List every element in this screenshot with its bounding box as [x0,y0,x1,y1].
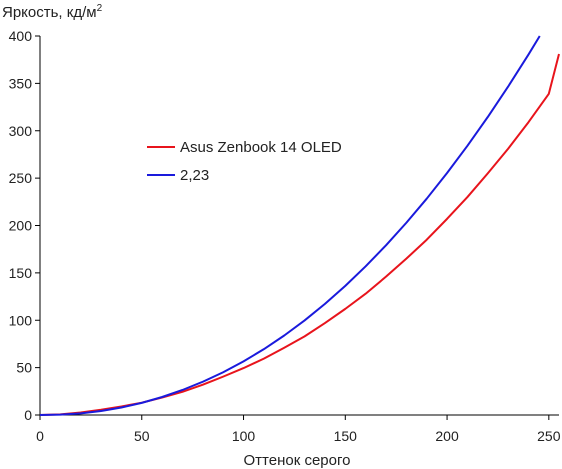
y-tick-label: 400 [9,28,33,44]
axes [39,36,559,416]
legend-label-asus: Asus Zenbook 14 OLED [180,139,342,156]
y-ticks: 0 50 100 150 200 250 300 350 400 [9,28,40,423]
y-tick-label: 50 [16,360,32,376]
series-line-gamma [39,35,541,416]
y-axis-label-superscript: 2 [97,3,103,14]
y-tick-label: 150 [9,265,33,281]
series-line-asus [39,53,560,416]
x-ticks: 0 50 100 150 200 250 [36,415,561,444]
y-tick-label: 250 [9,170,33,186]
x-axis-label: Оттенок серого [244,452,351,469]
legend: Asus Zenbook 14 OLED 2,23 [147,139,342,184]
y-tick-label: 300 [9,123,33,139]
x-tick-label: 200 [435,428,459,444]
x-tick-label: 0 [36,428,44,444]
legend-label-gamma: 2,23 [180,167,209,184]
y-tick-label: 0 [24,407,32,423]
x-tick-label: 250 [537,428,561,444]
y-tick-label: 350 [9,75,33,91]
y-tick-label: 200 [9,218,33,234]
x-tick-label: 150 [334,428,358,444]
y-axis-label: Яркость, кд/м2 [2,3,103,21]
y-tick-label: 100 [9,312,33,328]
x-tick-label: 100 [232,428,256,444]
series-group [39,35,560,416]
x-tick-label: 50 [134,428,150,444]
